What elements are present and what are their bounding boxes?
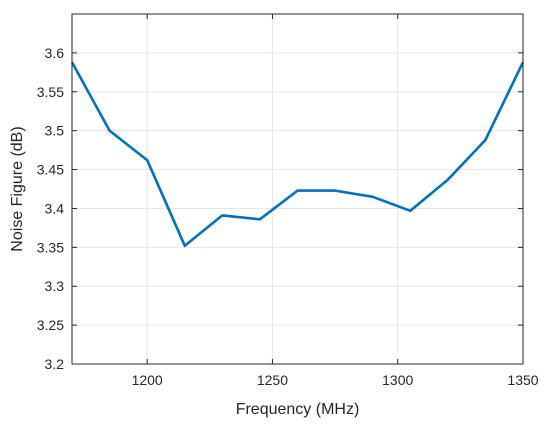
plot-area-border — [71, 13, 524, 365]
y-axis-label: Noise Figure (dB) — [9, 126, 26, 251]
y-tick-label: 3.2 — [45, 356, 65, 372]
y-tick-label: 3.55 — [37, 84, 64, 100]
y-tick-label: 3.25 — [37, 317, 64, 333]
x-tick-label: 1300 — [382, 372, 413, 388]
y-tick-label: 3.45 — [37, 162, 64, 178]
x-tick-label: 1250 — [257, 372, 288, 388]
y-tick-label: 3.4 — [45, 200, 65, 216]
x-tick-label: 1350 — [507, 372, 538, 388]
x-tick-labels: 1200 1250 1300 1350 — [132, 372, 539, 388]
ticks — [72, 14, 524, 365]
noise-figure-series-line — [70, 61, 525, 248]
y-tick-label: 3.5 — [45, 123, 65, 139]
x-axis-label: Frequency (MHz) — [236, 401, 360, 418]
y-tick-label: 3.3 — [45, 278, 65, 294]
y-tick-label: 3.6 — [45, 45, 65, 61]
x-tick-label: 1200 — [132, 372, 163, 388]
y-tick-label: 3.35 — [37, 239, 64, 255]
y-tick-labels: 3.2 3.25 3.3 3.35 3.4 3.45 3.5 3.55 3.6 — [37, 45, 64, 372]
series-layer — [70, 61, 525, 248]
